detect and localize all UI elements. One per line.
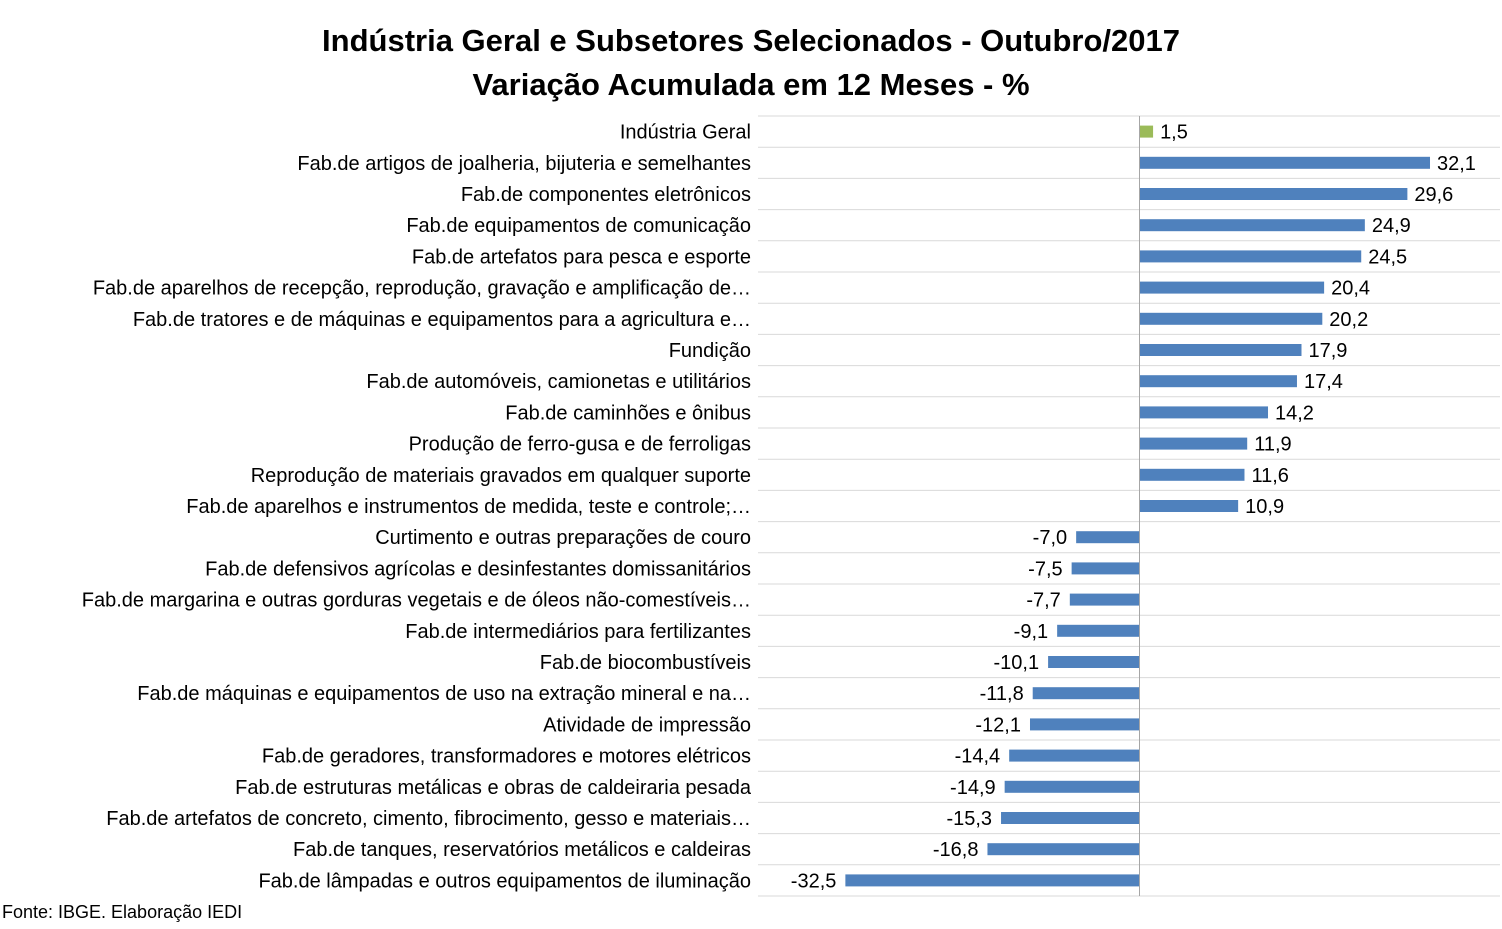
value-label: -32,5	[791, 870, 837, 892]
value-label: 24,5	[1368, 246, 1407, 268]
bar	[1139, 219, 1365, 232]
value-label: -14,9	[950, 777, 996, 799]
bar	[1057, 624, 1140, 637]
category-label: Fab.de artefatos de concreto, cimento, f…	[106, 808, 751, 830]
category-label: Produção de ferro-gusa e de ferroligas	[409, 434, 751, 456]
bar	[1001, 812, 1140, 824]
value-label: -12,1	[975, 714, 1021, 736]
value-label: 24,9	[1372, 215, 1411, 237]
bar	[1071, 562, 1140, 575]
value-label: -9,1	[1014, 621, 1048, 643]
category-label: Fundição	[669, 340, 751, 362]
bar	[1139, 500, 1239, 512]
category-label: Fab.de biocombustíveis	[540, 652, 751, 674]
bar	[1139, 468, 1245, 481]
bar	[987, 843, 1140, 856]
category-label: Indústria Geral	[620, 122, 751, 144]
value-label: -10,1	[994, 652, 1040, 674]
value-label: 14,2	[1275, 402, 1314, 424]
bar	[1139, 250, 1362, 263]
value-label: 20,4	[1331, 278, 1370, 300]
value-label: -7,7	[1026, 590, 1060, 612]
category-label: Curtimento e outras preparações de couro	[375, 527, 751, 549]
value-label: -7,5	[1028, 558, 1062, 580]
value-label: -16,8	[933, 839, 979, 861]
category-label: Fab.de artigos de joalheria, bijuteria e…	[297, 153, 751, 175]
bar	[1139, 156, 1431, 169]
category-label: Reprodução de materiais gravados em qual…	[251, 465, 751, 487]
value-label: 1,5	[1160, 122, 1188, 144]
bar	[1032, 687, 1140, 700]
bar	[845, 874, 1140, 887]
value-label: 32,1	[1437, 153, 1476, 175]
bar	[1009, 749, 1140, 762]
chart-subtitle: Variação Acumulada em 12 Meses - %	[472, 67, 1030, 102]
category-label: Fab.de defensivos agrícolas e desinfesta…	[205, 558, 751, 580]
value-label: 17,4	[1304, 371, 1343, 393]
chart-title: Indústria Geral e Subsetores Selecionado…	[322, 23, 1180, 58]
bar	[1139, 406, 1269, 419]
category-label: Fab.de tanques, reservatórios metálicos …	[293, 839, 751, 861]
bar	[1139, 344, 1302, 356]
category-label: Fab.de aparelhos de recepção, reprodução…	[93, 278, 751, 300]
category-label: Fab.de estruturas metálicas e obras de c…	[235, 777, 752, 799]
value-label: -14,4	[955, 746, 1001, 768]
value-label: 10,9	[1245, 496, 1284, 518]
value-label: 17,9	[1308, 340, 1347, 362]
value-label: -7,0	[1033, 527, 1067, 549]
category-label: Fab.de geradores, transformadores e moto…	[262, 746, 751, 768]
bar	[1139, 281, 1325, 294]
category-label: Fab.de caminhões e ônibus	[505, 402, 751, 424]
value-label: 20,2	[1329, 309, 1368, 331]
category-label: Fab.de intermediários para fertilizantes	[405, 621, 751, 643]
value-label: -15,3	[946, 808, 992, 830]
bar	[1069, 593, 1140, 606]
category-label: Fab.de margarina e outras gorduras veget…	[82, 590, 751, 612]
category-label: Fab.de equipamentos de comunicação	[406, 215, 751, 237]
category-label: Fab.de componentes eletrônicos	[461, 184, 751, 206]
bar	[1139, 125, 1154, 138]
category-label: Fab.de máquinas e equipamentos de uso na…	[137, 683, 751, 705]
category-label: Atividade de impressão	[543, 714, 751, 736]
bar	[1139, 188, 1408, 200]
source-note: Fonte: IBGE. Elaboração IEDI	[2, 902, 243, 922]
category-label: Fab.de lâmpadas e outros equipamentos de…	[258, 870, 751, 892]
value-label: 29,6	[1414, 184, 1453, 206]
value-label: -11,8	[980, 683, 1024, 705]
bar	[1076, 531, 1140, 544]
bar	[1139, 312, 1323, 325]
bar	[1139, 437, 1248, 450]
category-label: Fab.de automóveis, camionetas e utilitár…	[366, 371, 751, 393]
bar	[1139, 375, 1297, 388]
bar	[1004, 780, 1140, 793]
category-label: Fab.de tratores e de máquinas e equipame…	[133, 309, 751, 331]
value-label: 11,6	[1251, 465, 1288, 487]
category-label: Fab.de artefatos para pesca e esporte	[412, 246, 751, 268]
value-label: 11,9	[1254, 434, 1291, 456]
bar	[1048, 656, 1140, 668]
bar	[1029, 718, 1140, 731]
category-label: Fab.de aparelhos e instrumentos de medid…	[186, 496, 751, 518]
